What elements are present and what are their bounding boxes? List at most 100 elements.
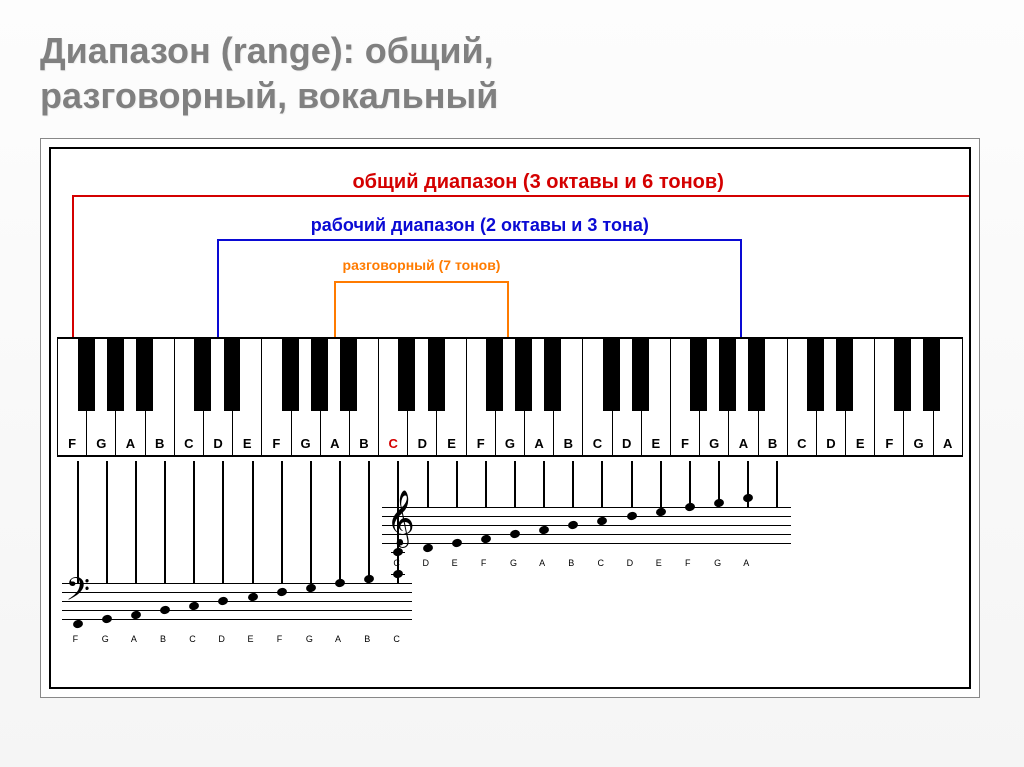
treble-clef-icon: 𝄞 bbox=[386, 495, 414, 543]
key-label: A bbox=[116, 436, 144, 451]
notation-tick bbox=[631, 461, 633, 507]
key-label: A bbox=[934, 436, 962, 451]
note-letter: B bbox=[160, 634, 166, 644]
note-letter: G bbox=[102, 634, 109, 644]
note-letter: A bbox=[539, 558, 545, 568]
notation-area: 𝄞CDEFGABCDEFGA𝄢FGABCDEFGABC bbox=[57, 461, 963, 683]
notation-tick bbox=[485, 461, 487, 507]
key-label: G bbox=[904, 436, 932, 451]
slide: Диапазон (range): общий, разговорный, во… bbox=[0, 0, 1024, 767]
black-key bbox=[807, 337, 824, 411]
range-bracket bbox=[334, 281, 509, 337]
key-label: A bbox=[729, 436, 757, 451]
black-key bbox=[194, 337, 211, 411]
notation-tick bbox=[252, 461, 254, 583]
key-label: F bbox=[875, 436, 903, 451]
key-label: D bbox=[408, 436, 436, 451]
note-letter: A bbox=[335, 634, 341, 644]
key-label: C bbox=[788, 436, 816, 451]
key-label: D bbox=[817, 436, 845, 451]
note-letter: G bbox=[714, 558, 721, 568]
note-letter: D bbox=[423, 558, 430, 568]
key-label: D bbox=[204, 436, 232, 451]
notation-tick bbox=[310, 461, 312, 583]
notation-tick bbox=[77, 461, 79, 583]
key-label: C bbox=[583, 436, 611, 451]
note-letter: F bbox=[685, 558, 691, 568]
notation-tick bbox=[514, 461, 516, 507]
key-label: F bbox=[467, 436, 495, 451]
note-letter: A bbox=[743, 558, 749, 568]
note-head bbox=[567, 520, 579, 530]
notation-tick bbox=[776, 461, 778, 507]
note-head bbox=[276, 587, 288, 597]
note-letter: E bbox=[248, 634, 254, 644]
note-letter: E bbox=[452, 558, 458, 568]
notation-tick bbox=[164, 461, 166, 583]
treble-staff: 𝄞CDEFGABCDEFGA bbox=[382, 507, 791, 577]
notation-tick bbox=[718, 461, 720, 507]
notation-tick bbox=[193, 461, 195, 583]
notation-tick bbox=[660, 461, 662, 507]
notation-tick bbox=[397, 461, 399, 583]
note-head bbox=[451, 538, 463, 548]
note-head bbox=[626, 511, 638, 521]
note-letter: E bbox=[656, 558, 662, 568]
page-title: Диапазон (range): общий, разговорный, во… bbox=[40, 28, 984, 118]
key-label: G bbox=[292, 436, 320, 451]
note-letter: F bbox=[481, 558, 487, 568]
notation-tick bbox=[427, 461, 429, 507]
key-label: B bbox=[350, 436, 378, 451]
title-line-2: разговорный, вокальный bbox=[40, 75, 498, 116]
range-label: разговорный (7 тонов) bbox=[334, 257, 509, 273]
note-letter: B bbox=[568, 558, 574, 568]
diagram-frame: FGABCDEFGABCDEFGABCDEFGABCDEFGA 𝄞CDEFGAB… bbox=[40, 138, 980, 698]
black-key bbox=[632, 337, 649, 411]
notation-tick bbox=[543, 461, 545, 507]
black-key bbox=[923, 337, 940, 411]
note-letter: B bbox=[364, 634, 370, 644]
key-label: E bbox=[437, 436, 465, 451]
diagram: FGABCDEFGABCDEFGABCDEFGABCDEFGA 𝄞CDEFGAB… bbox=[49, 147, 971, 689]
key-label: B bbox=[146, 436, 174, 451]
black-key bbox=[719, 337, 736, 411]
key-label: E bbox=[846, 436, 874, 451]
black-key bbox=[544, 337, 561, 411]
key-label: C bbox=[379, 436, 407, 451]
key-label: A bbox=[321, 436, 349, 451]
key-label: D bbox=[613, 436, 641, 451]
black-key bbox=[836, 337, 853, 411]
black-key bbox=[398, 337, 415, 411]
black-key bbox=[748, 337, 765, 411]
note-letter: D bbox=[218, 634, 225, 644]
range-label: рабочий диапазон (2 октавы и 3 тона) bbox=[217, 215, 742, 236]
note-letter: F bbox=[73, 634, 79, 644]
black-key bbox=[78, 337, 95, 411]
note-head bbox=[218, 596, 230, 606]
notation-tick bbox=[106, 461, 108, 583]
notation-tick bbox=[368, 461, 370, 583]
key-label: G bbox=[87, 436, 115, 451]
key-label: F bbox=[262, 436, 290, 451]
range-label: общий диапазон (3 октавы и 6 тонов) bbox=[72, 171, 971, 194]
notation-tick bbox=[339, 461, 341, 583]
key-label: E bbox=[642, 436, 670, 451]
notation-tick bbox=[747, 461, 749, 507]
piano-keyboard: FGABCDEFGABCDEFGABCDEFGABCDEFGA bbox=[57, 337, 963, 457]
key-label: G bbox=[700, 436, 728, 451]
black-key bbox=[486, 337, 503, 411]
key-label: F bbox=[58, 436, 86, 451]
notation-tick bbox=[135, 461, 137, 583]
key-label: G bbox=[496, 436, 524, 451]
note-head bbox=[101, 614, 113, 624]
black-key bbox=[894, 337, 911, 411]
notation-tick bbox=[601, 461, 603, 507]
black-key bbox=[224, 337, 241, 411]
black-key bbox=[603, 337, 620, 411]
note-letter: C bbox=[393, 634, 400, 644]
key-label: F bbox=[671, 436, 699, 451]
black-key bbox=[515, 337, 532, 411]
note-letter: G bbox=[510, 558, 517, 568]
bass-staff: 𝄢FGABCDEFGABC bbox=[62, 583, 413, 653]
notation-tick bbox=[456, 461, 458, 507]
